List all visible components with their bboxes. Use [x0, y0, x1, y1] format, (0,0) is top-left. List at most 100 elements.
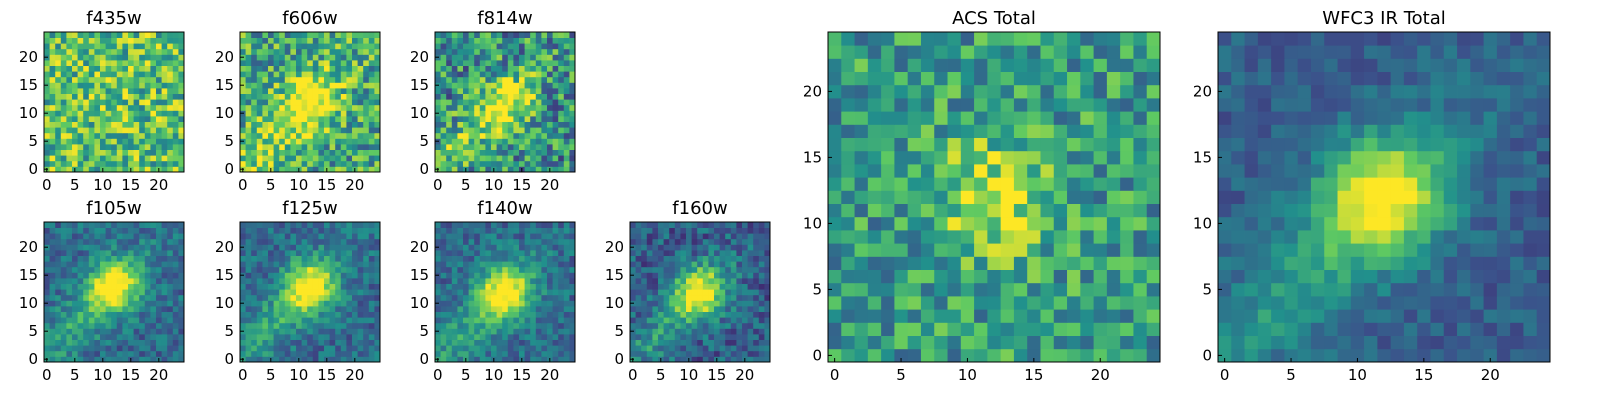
heatmap-cell: [329, 82, 336, 89]
heatmap-cell: [368, 121, 375, 128]
heatmap-cell: [139, 116, 146, 122]
heatmap-cell: [691, 244, 698, 251]
heatmap-cell: [296, 160, 302, 167]
heatmap-cell: [552, 93, 559, 100]
heatmap-cell: [569, 350, 576, 357]
heatmap-cell: [279, 250, 286, 256]
heatmap-cell: [251, 317, 258, 324]
heatmap-cell: [72, 71, 78, 78]
heatmap-cell: [318, 37, 325, 44]
heatmap-cell: [674, 317, 681, 324]
heatmap-cell: [156, 266, 162, 273]
heatmap-cell: [363, 255, 370, 262]
heatmap-cell: [960, 150, 975, 165]
heatmap-cell: [133, 328, 140, 335]
heatmap-cell: [88, 244, 95, 251]
heatmap-cell: [669, 345, 676, 352]
heatmap-cell: [474, 32, 481, 38]
heatmap-cell: [479, 300, 486, 307]
heatmap-cell: [485, 160, 492, 167]
heatmap-cell: [77, 334, 84, 340]
heatmap-cell: [541, 155, 548, 162]
heatmap-cell: [178, 238, 185, 245]
heatmap-cell: [335, 266, 342, 273]
heatmap-cell: [105, 311, 112, 318]
heatmap-cell: [335, 317, 342, 324]
heatmap-cell: [144, 82, 151, 89]
heatmap-cell: [346, 328, 353, 335]
heatmap-cell: [178, 356, 185, 363]
heatmap-cell: [719, 345, 726, 352]
heatmap-cell: [513, 99, 520, 106]
heatmap-cell: [273, 272, 280, 279]
y-tick-label: 10: [605, 294, 624, 312]
heatmap-cell: [894, 203, 909, 218]
heatmap-cell: [128, 238, 134, 245]
heatmap-cell: [474, 350, 481, 357]
heatmap-cell: [335, 43, 342, 50]
heatmap-cell: [122, 144, 129, 150]
heatmap-cell: [301, 110, 308, 117]
heatmap-cell: [747, 334, 754, 340]
heatmap-cell: [881, 111, 895, 125]
heatmap-cell: [301, 37, 308, 44]
heatmap-cell: [312, 149, 319, 156]
heatmap-cell: [111, 104, 118, 111]
heatmap-cell: [457, 132, 464, 139]
heatmap-cell: [714, 334, 720, 340]
heatmap-cell: [491, 99, 497, 106]
heatmap-cell: [144, 289, 151, 296]
heatmap-cell: [105, 306, 112, 312]
heatmap-cell: [245, 48, 252, 55]
heatmap-cell: [128, 116, 134, 122]
heatmap-cell: [363, 244, 370, 251]
heatmap-cell: [94, 334, 101, 340]
heatmap-cell: [502, 311, 509, 318]
heatmap-cell: [150, 37, 157, 44]
heatmap-cell: [133, 138, 140, 145]
heatmap-cell: [907, 150, 922, 165]
heatmap-cell: [139, 88, 146, 94]
heatmap-cell: [680, 283, 687, 290]
heatmap-cell: [83, 93, 90, 100]
heatmap-cell: [368, 238, 375, 245]
heatmap-cell: [552, 294, 559, 301]
heatmap-cell: [100, 261, 106, 268]
heatmap-cell: [139, 82, 146, 89]
heatmap-cell: [1053, 269, 1068, 284]
heatmap-cell: [463, 244, 469, 251]
heatmap-cell: [49, 116, 56, 122]
heatmap-cell: [357, 121, 364, 128]
heatmap-cell: [524, 250, 531, 256]
heatmap-cell: [867, 111, 882, 125]
heatmap-cell: [451, 317, 458, 324]
heatmap-cell: [329, 144, 336, 150]
heatmap-cell: [60, 138, 67, 145]
heatmap-cell: [663, 345, 670, 352]
heatmap-cell: [451, 82, 458, 89]
heatmap-cell: [251, 82, 258, 89]
heatmap-cell: [920, 111, 935, 125]
heatmap-cell: [558, 166, 565, 173]
heatmap-cell: [296, 222, 302, 228]
heatmap-cell: [256, 272, 263, 279]
heatmap-cell: [307, 294, 314, 301]
heatmap-cell: [552, 76, 559, 83]
heatmap-cell: [558, 160, 565, 167]
heatmap-cell: [446, 238, 453, 245]
heatmap-cell: [301, 300, 308, 307]
heatmap-cell: [352, 255, 358, 262]
heatmap-cell: [1013, 124, 1028, 138]
heatmap-cell: [1106, 256, 1121, 270]
heatmap-cell: [854, 177, 869, 191]
heatmap-cell: [161, 144, 168, 150]
heatmap-cell: [251, 345, 258, 352]
heatmap-cell: [88, 250, 95, 256]
heatmap-cell: [144, 104, 151, 111]
heatmap-cell: [139, 160, 146, 167]
heatmap-cell: [307, 350, 314, 357]
heatmap-cell: [1040, 269, 1055, 284]
heatmap-cell: [245, 155, 252, 162]
heatmap-cell: [329, 104, 336, 111]
heatmap-cell: [641, 300, 648, 307]
